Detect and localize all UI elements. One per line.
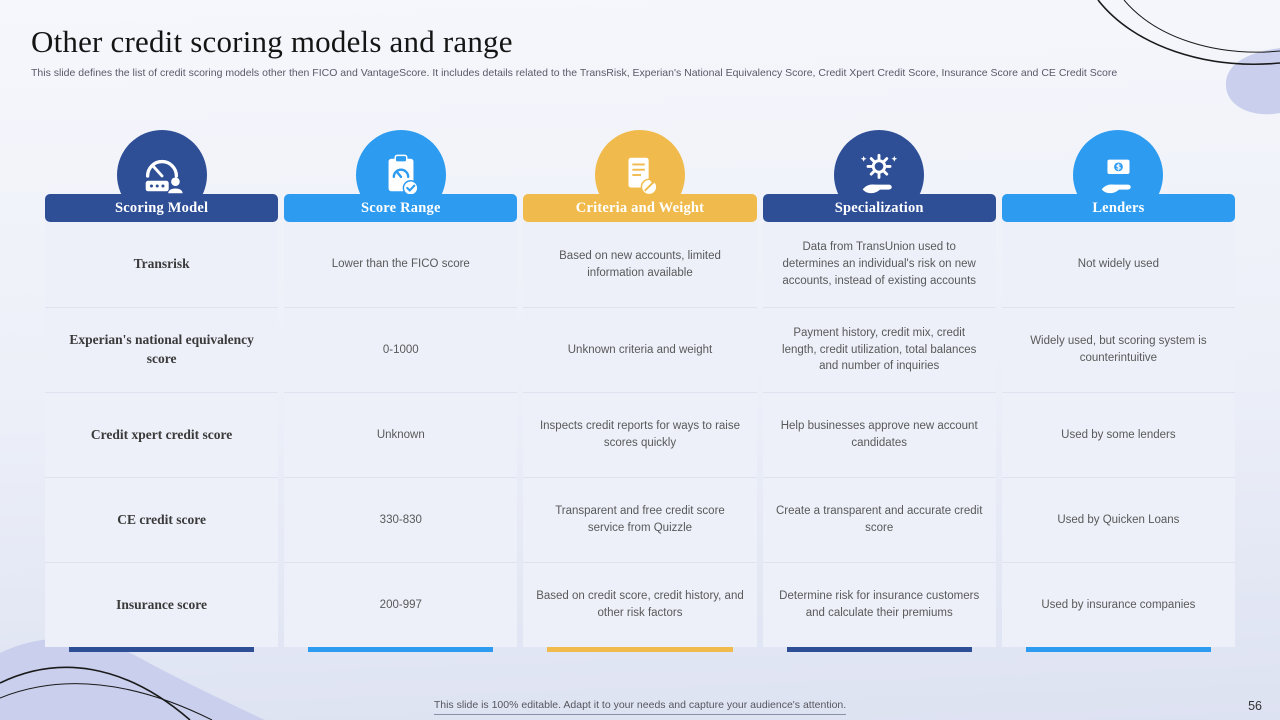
cell-specialization: Help businesses approve new account cand… — [762, 392, 996, 477]
cell-model: Transrisk — [45, 222, 279, 307]
column-header-label: Scoring Model — [45, 194, 279, 222]
cell-score-range: Unknown — [284, 392, 518, 477]
cell-lenders: Widely used, but scoring system is count… — [1001, 307, 1235, 392]
cell-lenders: Used by insurance companies — [1001, 562, 1235, 647]
slide-footer: This slide is 100% editable. Adapt it to… — [0, 695, 1280, 715]
column-header-lenders: $ Lenders — [1001, 130, 1235, 222]
accent-bar-score-range — [308, 647, 494, 652]
page-title: Other credit scoring models and range — [31, 24, 513, 59]
hand-gear-icon — [860, 153, 898, 194]
cell-criteria: Based on credit score, credit history, a… — [523, 562, 757, 647]
cell-score-range: 200-997 — [284, 562, 518, 647]
cell-specialization: Create a transparent and accurate credit… — [762, 477, 996, 562]
accent-bar-specialization — [786, 647, 972, 652]
document-check-icon — [628, 157, 658, 196]
column-header-score-range: Score Range — [284, 130, 518, 222]
column-header-scoring-model: Scoring Model — [45, 130, 279, 222]
cell-lenders: Not widely used — [1001, 222, 1235, 307]
cell-lenders: Used by some lenders — [1001, 392, 1235, 477]
cell-lenders: Used by Quicken Loans — [1001, 477, 1235, 562]
table-header-row: Scoring Model Score Range — [45, 130, 1235, 222]
cell-score-range: 0-1000 — [284, 307, 518, 392]
column-header-label: Specialization — [762, 194, 996, 222]
slide-subtitle: This slide defines the list of credit sc… — [31, 67, 1118, 79]
hand-money-icon: $ — [1102, 159, 1132, 194]
cell-model: Credit xpert credit score — [45, 392, 279, 477]
table-body: Transrisk Lower than the FICO score Base… — [45, 222, 1235, 647]
cell-specialization: Payment history, credit mix, credit leng… — [762, 307, 996, 392]
cell-model: Experian's national equivalency score — [45, 307, 279, 392]
column-header-label: Score Range — [284, 194, 518, 222]
cell-specialization: Determine risk for insurance customers a… — [762, 562, 996, 647]
cell-criteria: Unknown criteria and weight — [523, 307, 757, 392]
credit-models-table: Scoring Model Score Range — [45, 130, 1235, 652]
cell-score-range: 330-830 — [284, 477, 518, 562]
svg-text:$: $ — [1116, 163, 1121, 172]
column-header-specialization: Specialization — [762, 130, 996, 222]
clipboard-gauge-icon — [388, 154, 419, 196]
page-number: 56 — [1248, 699, 1262, 713]
cell-specialization: Data from TransUnion used to determines … — [762, 222, 996, 307]
column-header-label: Lenders — [1001, 194, 1235, 222]
table-bottom-bars — [45, 647, 1235, 652]
column-header-criteria-weight: Criteria and Weight — [523, 130, 757, 222]
cell-criteria: Inspects credit reports for ways to rais… — [523, 392, 757, 477]
editable-note: This slide is 100% editable. Adapt it to… — [433, 699, 847, 715]
cell-criteria: Based on new accounts, limited informati… — [523, 222, 757, 307]
column-header-label: Criteria and Weight — [523, 194, 757, 222]
accent-bar-lenders — [1025, 647, 1211, 652]
slide-header: Other credit scoring models and range Th… — [31, 24, 1191, 79]
cell-model: CE credit score — [45, 477, 279, 562]
cell-criteria: Transparent and free credit score servic… — [523, 477, 757, 562]
gauge-person-icon — [145, 159, 183, 194]
cell-model: Insurance score — [45, 562, 279, 647]
accent-bar-criteria — [547, 647, 733, 652]
cell-score-range: Lower than the FICO score — [284, 222, 518, 307]
accent-bar-scoring-model — [69, 647, 255, 652]
